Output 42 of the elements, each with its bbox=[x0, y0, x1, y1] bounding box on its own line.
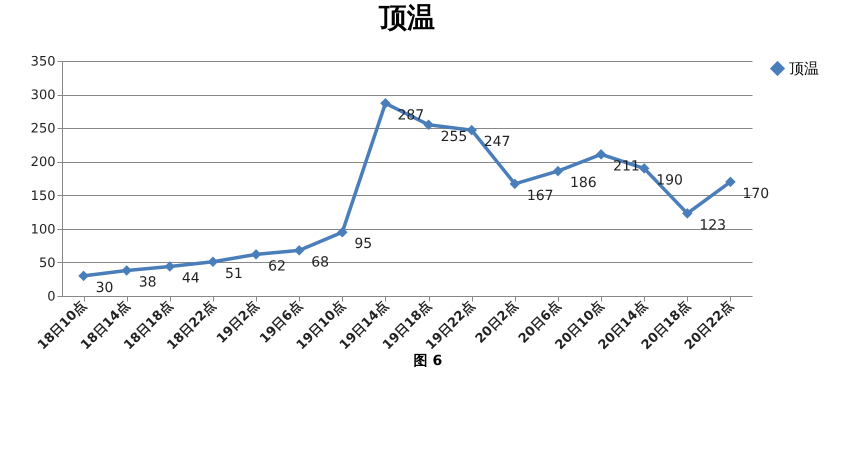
caption: 图 6 bbox=[412, 352, 444, 370]
data-label: 167 bbox=[526, 188, 554, 204]
data-label: 62 bbox=[268, 258, 286, 274]
data-label: 190 bbox=[656, 172, 683, 188]
y-tick-label: 150 bbox=[30, 188, 56, 204]
y-tick-label: 300 bbox=[30, 88, 56, 104]
point bbox=[208, 256, 218, 267]
point bbox=[164, 261, 176, 272]
data-label: 44 bbox=[182, 270, 200, 286]
point bbox=[596, 149, 606, 160]
data-label: 255 bbox=[440, 128, 468, 145]
y-tick-label: 200 bbox=[30, 155, 56, 170]
point bbox=[423, 120, 434, 130]
data-label: 186 bbox=[570, 175, 597, 192]
point bbox=[78, 270, 89, 282]
y-tick-label: 50 bbox=[38, 256, 56, 271]
point bbox=[466, 124, 477, 136]
data-label: 38 bbox=[138, 274, 157, 290]
point bbox=[250, 249, 262, 260]
data-label: 30 bbox=[96, 280, 114, 296]
data-label: 211 bbox=[613, 158, 640, 174]
data-label: 123 bbox=[699, 217, 726, 234]
chart-title: 顶温 bbox=[378, 1, 435, 34]
data-label: 95 bbox=[354, 236, 372, 252]
point bbox=[682, 208, 693, 219]
data-label: 247 bbox=[484, 134, 510, 150]
y-tick-label: 100 bbox=[30, 222, 56, 238]
point bbox=[121, 265, 132, 276]
y-tick-label: 0 bbox=[47, 290, 56, 304]
point bbox=[380, 98, 391, 109]
data-label: 68 bbox=[311, 254, 330, 270]
point bbox=[510, 178, 520, 190]
point bbox=[552, 166, 564, 176]
point bbox=[638, 163, 650, 174]
point bbox=[725, 176, 736, 188]
legend-label: 顶温 bbox=[789, 60, 819, 78]
data-label: 51 bbox=[224, 266, 243, 282]
point bbox=[294, 245, 304, 256]
y-tick-label: 250 bbox=[30, 122, 56, 137]
data-label: 170 bbox=[742, 186, 770, 202]
y-tick-label: 350 bbox=[30, 54, 56, 70]
point bbox=[337, 226, 348, 238]
